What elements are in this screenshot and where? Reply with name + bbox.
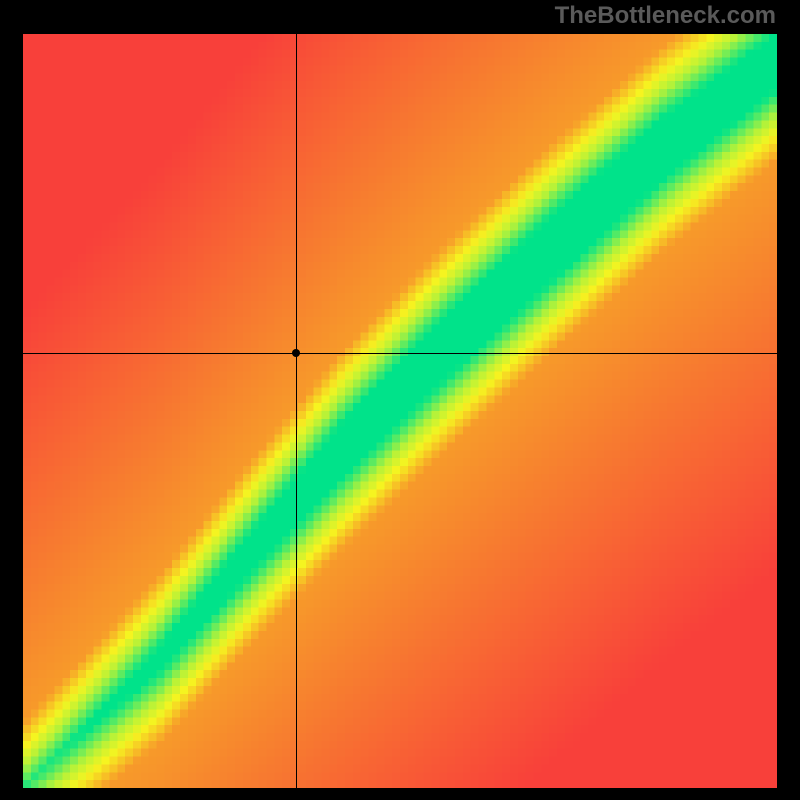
watermark-text: TheBottleneck.com [555, 2, 776, 30]
chart-container: TheBottleneck.com [0, 0, 800, 800]
crosshair-vertical [296, 34, 297, 788]
marker-dot [292, 349, 300, 357]
crosshair-horizontal [23, 353, 777, 354]
bottleneck-heatmap [23, 34, 777, 788]
